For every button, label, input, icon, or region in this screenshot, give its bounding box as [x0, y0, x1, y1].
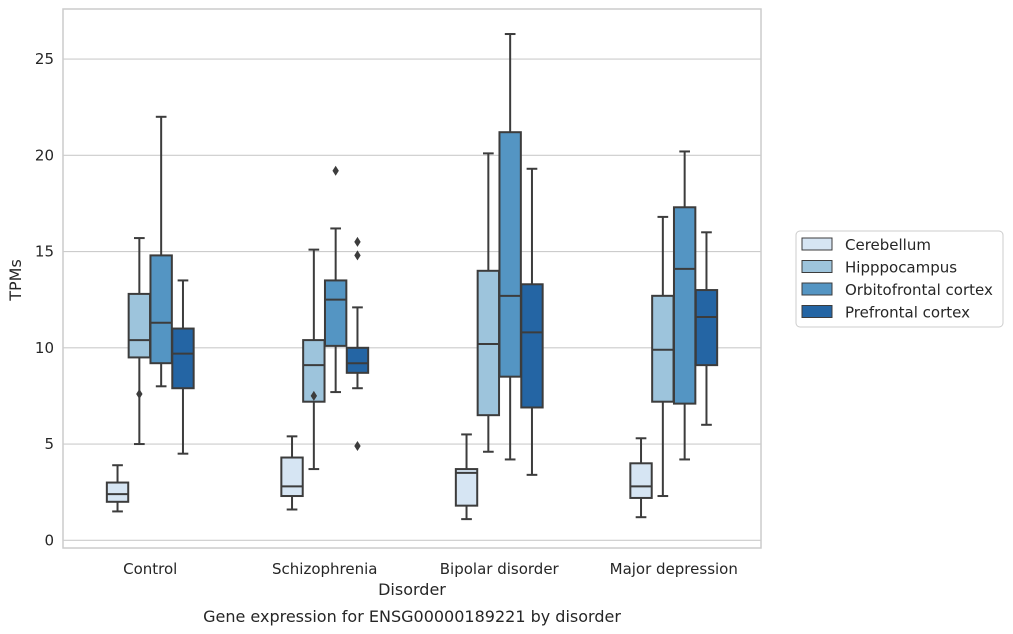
box-orbitofrontal-cortex — [498, 33, 522, 461]
box-hipppocampus — [127, 237, 152, 446]
outlier-point — [310, 390, 318, 401]
box-hipppocampus — [302, 248, 326, 471]
plot-frame — [62, 8, 762, 549]
box-iqr — [454, 468, 479, 507]
box-iqr — [171, 327, 195, 390]
box-iqr — [323, 279, 348, 347]
box-cerebellum — [105, 464, 130, 513]
box-orbitofrontal-cortex — [149, 115, 173, 388]
outlier-point — [136, 389, 143, 399]
outlier-point — [354, 250, 361, 261]
x-tick-label: Schizophrenia — [272, 560, 377, 578]
legend-label: Prefrontal cortex — [845, 304, 970, 322]
outlier-point — [354, 236, 361, 247]
legend-label: Cerebellum — [845, 236, 931, 254]
legend-label: Orbitofrontal cortex — [845, 281, 993, 299]
box-hipppocampus — [476, 152, 501, 453]
x-axis-ticks: Control Schizophrenia Bipolar disorder Majo… — [123, 560, 738, 578]
legend-swatch — [801, 305, 833, 318]
x-axis-label: Disorder — [378, 580, 446, 599]
legend-swatch — [801, 282, 833, 296]
box-iqr — [280, 456, 304, 498]
legend: Cerebellum Hipppocampus Orbitofrontal cort… — [795, 230, 1004, 328]
y-tick-label: 20 — [35, 146, 54, 164]
box-orbitofrontal-cortex — [323, 165, 348, 394]
box-iqr — [694, 289, 719, 367]
box-cerebellum — [280, 435, 304, 511]
x-tick-label: Major depression — [610, 560, 738, 578]
outlier-point — [354, 440, 361, 451]
y-tick-label: 0 — [44, 531, 54, 549]
box-iqr — [520, 283, 544, 409]
y-tick-label: 25 — [35, 50, 54, 68]
box-plot-area — [105, 33, 719, 521]
box-prefrontal-cortex — [171, 279, 195, 455]
box-iqr — [127, 292, 152, 359]
legend-swatch — [801, 260, 833, 273]
legend-frame — [795, 230, 1004, 328]
y-axis-ticks: 0 5 10 15 20 25 — [35, 50, 54, 549]
box-iqr — [672, 206, 697, 405]
box-prefrontal-cortex — [345, 236, 370, 451]
x-tick-label: Bipolar disorder — [440, 560, 560, 578]
y-axis-label: TPMs — [6, 259, 25, 302]
box-orbitofrontal-cortex — [672, 150, 697, 461]
box-prefrontal-cortex — [694, 231, 719, 426]
box-iqr — [345, 346, 370, 374]
chart-caption: Gene expression for ENSG00000189221 by d… — [203, 607, 621, 626]
outlier-point — [332, 165, 339, 176]
y-tick-label: 15 — [35, 243, 54, 261]
box-iqr — [498, 131, 522, 378]
legend-swatch — [801, 237, 833, 251]
legend-label: Hipppocampus — [845, 259, 957, 277]
box-iqr — [629, 462, 653, 499]
x-tick-label: Control — [123, 560, 177, 578]
box-iqr — [149, 254, 173, 365]
box-iqr — [105, 481, 130, 503]
box-cerebellum — [629, 437, 653, 519]
box-prefrontal-cortex — [520, 167, 544, 476]
box-cerebellum — [454, 433, 479, 521]
box-hipppocampus — [651, 215, 675, 498]
box-iqr — [302, 339, 326, 403]
y-tick-label: 10 — [35, 339, 54, 357]
y-tick-label: 5 — [44, 435, 54, 453]
